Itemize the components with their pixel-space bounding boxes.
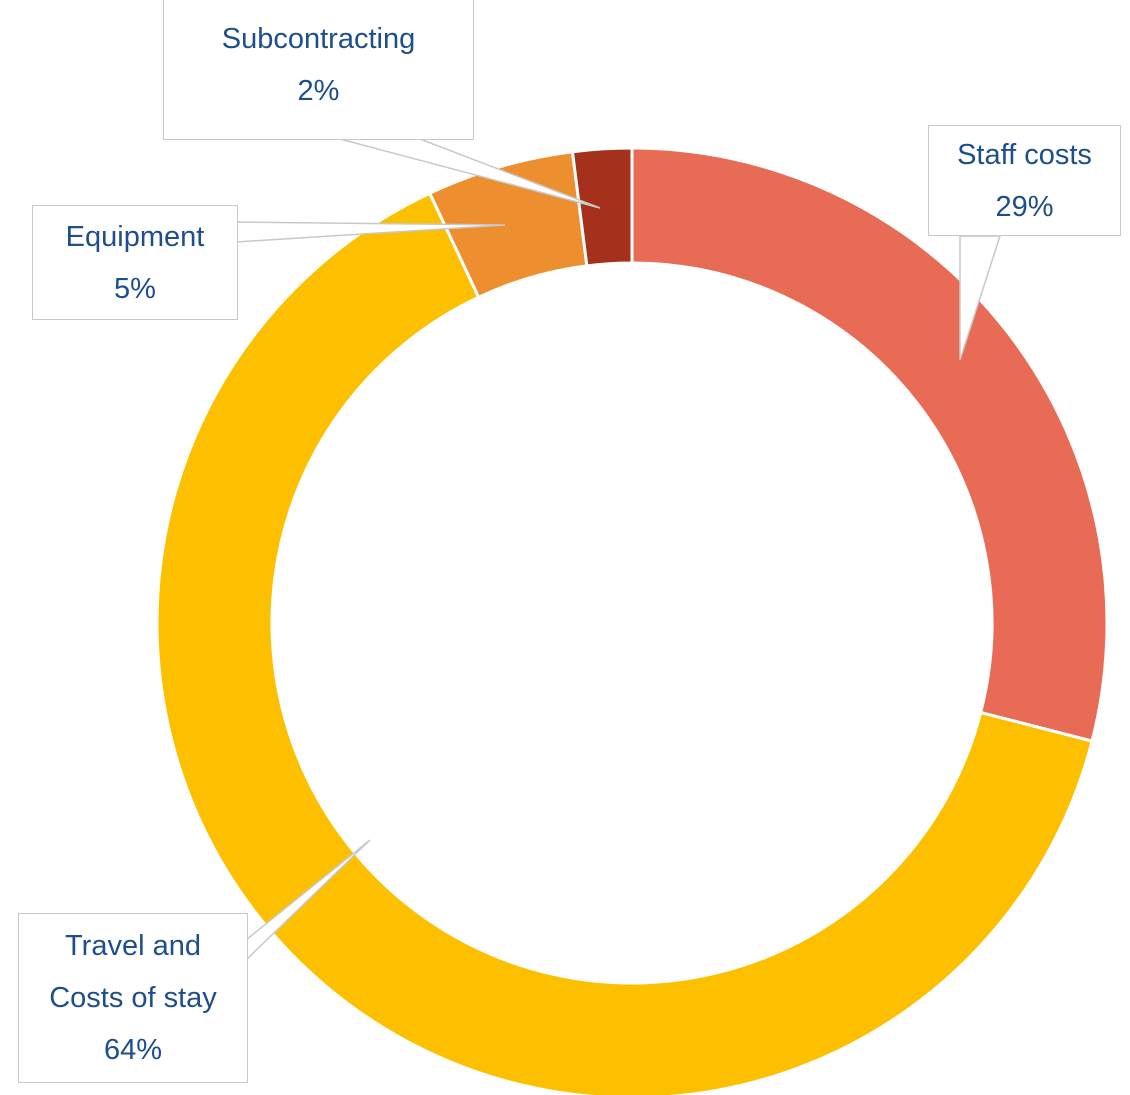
category-label: Subcontracting bbox=[221, 23, 416, 55]
data-label: Staff costs 29% bbox=[928, 125, 1121, 236]
category-label: Staff costs bbox=[957, 138, 1092, 171]
slice bbox=[570, 146, 634, 268]
data-label: Travel and Costs of stay 64% bbox=[18, 913, 248, 1083]
percent-label: 5% bbox=[114, 272, 156, 305]
data-label: Subcontracting 2% bbox=[163, 0, 474, 140]
callout-pointers bbox=[235, 138, 1002, 962]
slice bbox=[155, 191, 1094, 1095]
percent-label: 2% bbox=[297, 75, 340, 107]
slice bbox=[630, 146, 1109, 743]
category-label: Travel and Costs of stay bbox=[49, 930, 217, 1014]
callout-pointer bbox=[959, 235, 1002, 361]
data-label: Equipment 5% bbox=[32, 205, 238, 320]
percent-label: 64% bbox=[103, 1034, 163, 1066]
percent-label: 29% bbox=[995, 190, 1054, 223]
category-label: Equipment bbox=[65, 220, 205, 253]
